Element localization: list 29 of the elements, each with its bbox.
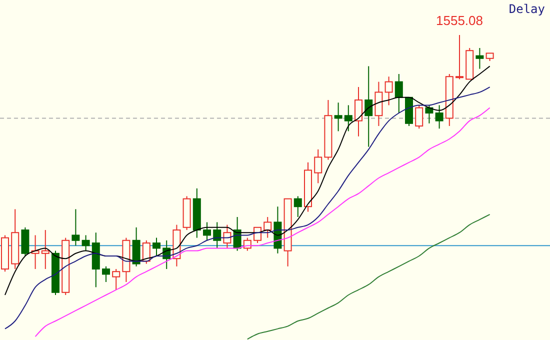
- candlestick: [334, 102, 342, 132]
- candlestick: [213, 222, 222, 249]
- candlestick: [364, 66, 373, 148]
- candlestick: [425, 104, 434, 124]
- annotation: 1555.08: [436, 13, 483, 28]
- candlestick: [264, 216, 272, 238]
- candlestick: [254, 226, 262, 244]
- candlestick: [132, 226, 140, 267]
- candlestick: [152, 237, 160, 256]
- candlestick: [354, 86, 362, 137]
- candlestick: [21, 226, 30, 256]
- candlestick: [72, 208, 80, 246]
- candlestick: [203, 222, 211, 241]
- candlestick: [223, 224, 232, 249]
- candlestick: [384, 76, 393, 106]
- candlestick: [456, 34, 464, 80]
- candlestick: [374, 81, 383, 126]
- candlestick: [394, 74, 403, 114]
- candlestick: [102, 266, 110, 282]
- candlestick: [476, 48, 484, 70]
- candlestick: [41, 230, 50, 270]
- candlestick: [435, 104, 444, 130]
- candlestick: [415, 104, 424, 130]
- candlestick: [314, 148, 322, 184]
- candlestick: [344, 104, 352, 132]
- candlestick: [82, 234, 90, 252]
- candlestick: [294, 196, 302, 218]
- candlestick: [112, 268, 120, 290]
- text: Delay: [508, 2, 545, 16]
